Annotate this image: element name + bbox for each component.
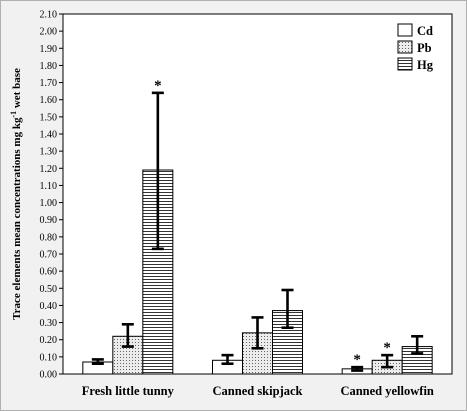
significance-marker: *: [353, 352, 361, 368]
y-tick-label: 0.70: [40, 250, 58, 261]
y-tick-label: 0.30: [40, 318, 58, 329]
y-tick-label: 1.40: [40, 130, 58, 141]
legend-label: Pb: [417, 41, 432, 55]
y-axis-label-tail: wet base: [11, 68, 23, 111]
y-tick-label: 0.80: [40, 232, 58, 243]
x-category-label: Canned skipjack: [213, 384, 303, 398]
y-tick-label: 1.30: [40, 147, 58, 158]
legend-label: Cd: [417, 24, 433, 38]
legend-label: Hg: [417, 58, 434, 72]
x-category-label: Canned yellowfin: [340, 384, 433, 398]
legend-swatch-pb: [397, 40, 413, 54]
bars-group: * * *: [82, 78, 433, 375]
y-tick-label: 0.90: [40, 215, 58, 226]
y-tick-label: 1.70: [40, 78, 58, 89]
y-tick-label: 1.20: [40, 164, 58, 175]
legend-swatch-hg: [397, 57, 413, 71]
y-tick-label: 2.00: [40, 27, 58, 38]
x-axis: Fresh little tunny Canned skipjack Canned …: [82, 384, 434, 398]
y-tick-label: 0.00: [40, 370, 58, 381]
plot-area: [62, 13, 453, 375]
y-tick-label: 1.00: [40, 198, 58, 209]
significance-marker: *: [383, 340, 391, 356]
significance-marker: *: [154, 78, 162, 94]
y-axis: 0.00 0.10 0.20 0.30 0.40 0.50 0.60 0.70 0.80 0.90…: [40, 10, 63, 381]
y-axis-label: Trace elements mean concentrations mg kg…: [9, 68, 23, 320]
x-category-label: Fresh little tunny: [82, 384, 175, 398]
y-tick-label: 1.10: [40, 181, 58, 192]
y-tick-label: 1.60: [40, 95, 58, 106]
y-tick-label: 1.80: [40, 61, 58, 72]
legend: Cd Pb Hg: [397, 23, 434, 72]
y-axis-label-main: Trace elements mean concentrations mg kg: [11, 117, 23, 320]
y-tick-label: 0.40: [40, 301, 58, 312]
y-tick-label: 1.50: [40, 112, 58, 123]
legend-swatch-cd: [397, 23, 413, 37]
y-tick-label: 1.90: [40, 44, 58, 55]
y-tick-label: 0.10: [40, 352, 58, 363]
y-tick-label: 0.50: [40, 284, 58, 295]
y-tick-label: 2.10: [40, 10, 58, 21]
y-tick-label: 0.20: [40, 335, 58, 346]
y-tick-label: 0.60: [40, 267, 58, 278]
y-axis-label-superscript: -1: [9, 111, 18, 118]
